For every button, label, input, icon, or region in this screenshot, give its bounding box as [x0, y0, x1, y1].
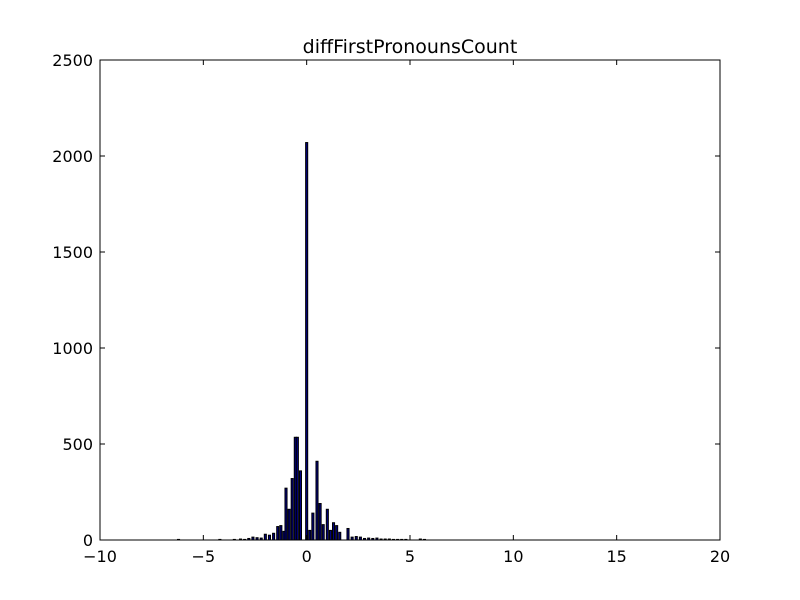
- histogram-bar: [298, 470, 302, 541]
- plot-frame: [99, 59, 721, 541]
- x-tick-label: 10: [503, 547, 523, 566]
- histogram-bar: [295, 436, 299, 541]
- histogram-bar: [321, 524, 325, 541]
- x-tick-label: −5: [192, 547, 216, 566]
- histogram-bar: [279, 525, 283, 541]
- bars-layer: [177, 142, 426, 541]
- histogram-bar: [332, 522, 336, 541]
- x-tick-label: −10: [83, 547, 117, 566]
- histogram-bar: [325, 508, 329, 541]
- x-tick-label: 20: [710, 547, 730, 566]
- histogram-bar: [318, 503, 322, 541]
- y-tick-label: 1500: [52, 243, 93, 262]
- histogram-bar: [290, 478, 294, 541]
- x-tick-label: 0: [302, 547, 312, 566]
- y-tick-label: 0: [83, 531, 93, 550]
- y-tick-label: 500: [62, 435, 93, 454]
- histogram-bar: [272, 532, 276, 541]
- y-tick-label: 2000: [52, 147, 93, 166]
- histogram-bar: [276, 526, 280, 541]
- histogram-bar: [305, 142, 309, 541]
- x-tick-label: 15: [606, 547, 626, 566]
- histogram-bar: [311, 512, 315, 541]
- histogram-bar: [287, 508, 291, 541]
- histogram-bar: [308, 529, 312, 541]
- y-tick-label: 2500: [52, 51, 93, 70]
- histogram-bar: [315, 460, 319, 541]
- histogram-bar: [338, 531, 342, 541]
- histogram-bar: [284, 487, 288, 541]
- histogram-bar: [267, 534, 271, 541]
- histogram-bar: [335, 525, 339, 541]
- histogram-bar: [328, 529, 332, 541]
- y-tick-label: 1000: [52, 339, 93, 358]
- histogram-bar: [354, 536, 358, 541]
- histogram-bar: [263, 533, 267, 541]
- chart-title: diffFirstPronounsCount: [303, 36, 518, 58]
- ticks-layer: −10 −5 0 5 10 15 20 0 500 1000 1500 2000 2500: [52, 51, 730, 566]
- x-tick-label: 5: [405, 547, 415, 566]
- histogram-bar: [346, 527, 350, 541]
